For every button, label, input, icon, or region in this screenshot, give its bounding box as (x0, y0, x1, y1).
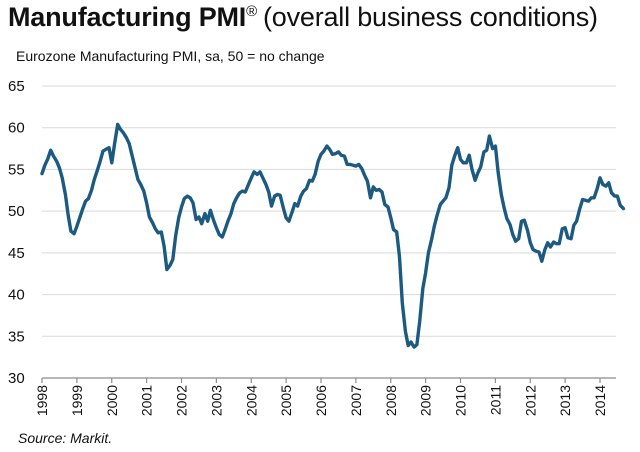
x-tick-label: 2005 (278, 385, 294, 416)
x-tick-label: 2003 (208, 385, 224, 416)
y-tick-label: 35 (8, 328, 25, 345)
x-tick-label: 1999 (69, 385, 85, 416)
y-tick-label: 40 (8, 287, 25, 304)
y-tick-label: 55 (8, 161, 25, 178)
chart-title-main: Manufacturing PMI (8, 2, 247, 32)
chart-title: Manufacturing PMI® (overall business cond… (8, 2, 598, 33)
gridlines (42, 85, 616, 337)
chart-title-rest: (overall business conditions) (262, 2, 598, 32)
y-axis: 30 35 40 45 50 55 60 65 (8, 78, 25, 387)
series-layer (40, 122, 626, 349)
x-tick-label: 2008 (383, 385, 399, 416)
source-note: Source: Markit. (18, 430, 113, 446)
x-tick-label: 2013 (557, 385, 573, 416)
registered-mark: ® (246, 3, 257, 20)
series-line-0 (40, 122, 626, 349)
x-tick-label: 2012 (522, 385, 538, 416)
x-tick-label: 1998 (34, 385, 50, 416)
x-tick-label: 2009 (418, 385, 434, 416)
x-tick-label: 2011 (487, 385, 503, 415)
x-tick-label: 2014 (592, 385, 608, 416)
y-tick-label: 45 (8, 245, 25, 262)
x-axis: 1998 1999 2000 2001 2002 2003 2004 2005 2006 2007… (34, 377, 616, 416)
y-tick-label: 65 (8, 78, 25, 95)
chart-subtitle: Eurozone Manufacturing PMI, sa, 50 = no … (16, 48, 325, 64)
x-tick-label: 2004 (243, 385, 259, 416)
x-tick-label: 2007 (348, 385, 364, 416)
x-tick-label: 2001 (139, 385, 155, 416)
y-tick-label: 60 (8, 120, 25, 137)
y-tick-label: 30 (8, 370, 25, 387)
y-tick-label: 50 (8, 203, 25, 220)
x-tick-label: 2000 (104, 385, 120, 416)
x-tick-label: 2002 (174, 385, 190, 416)
x-tick-label: 2010 (453, 385, 469, 416)
x-tick-label: 2006 (313, 385, 329, 416)
